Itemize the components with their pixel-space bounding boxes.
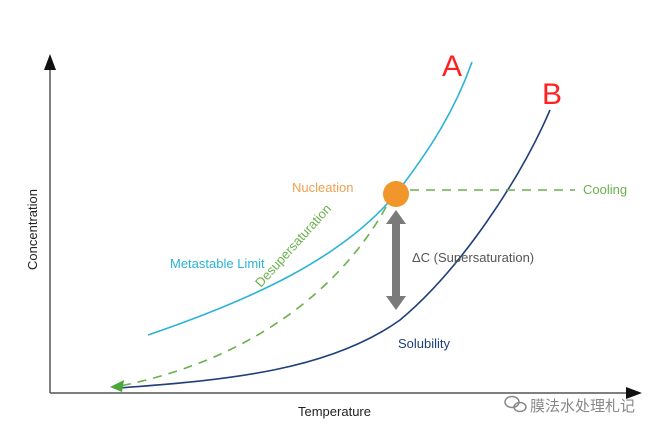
y-axis-arrow-icon: [44, 54, 56, 70]
metastable-limit-label: Metastable Limit: [170, 256, 265, 271]
x-axis-label: Temperature: [298, 404, 371, 419]
supersaturation-arrow-shaft: [392, 222, 400, 298]
curve-b-label: B: [542, 78, 563, 111]
solubility-curve: [117, 109, 551, 389]
cooling-label: Cooling: [583, 182, 628, 197]
solubility-label: Solubility: [398, 336, 451, 351]
metastable-curve: [147, 61, 473, 336]
nucleation-point: [383, 181, 409, 207]
supersaturation-arrow-down-icon: [386, 296, 406, 310]
nucleation-label: Nucleation: [292, 180, 354, 195]
desupersaturation-path: [119, 206, 387, 387]
x-axis-arrow-icon: [626, 387, 642, 399]
desupersaturation-arrow-icon: [110, 380, 124, 392]
y-axis-label: Concentration: [24, 189, 40, 270]
supersaturation-arrow-up-icon: [386, 210, 406, 224]
watermark: 膜法水处理札记: [530, 398, 636, 415]
wechat-icon: [504, 395, 527, 413]
curve-a-label: A: [442, 50, 463, 83]
supersaturation-label: ΔC (Supersaturation): [412, 250, 535, 265]
